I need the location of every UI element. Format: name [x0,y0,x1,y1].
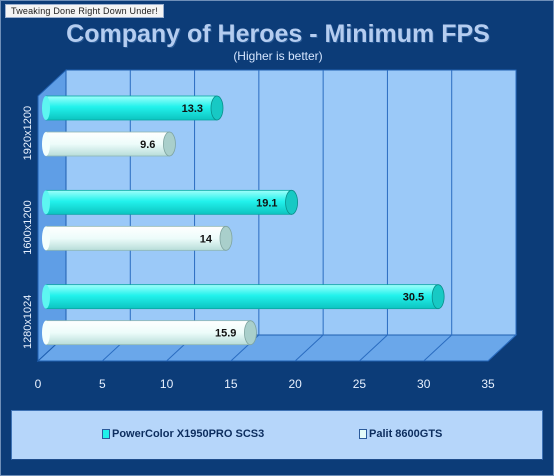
x-tick-label: 35 [481,377,495,391]
bar-end-cap [285,189,298,215]
chart-subtitle: (Higher is better) [233,49,323,63]
bar-end-cap [219,225,233,251]
bar-chart: 0 5 10 15 20 25 30 35 1920x1200 13.3 9.6 1600x1200 1… [22,68,518,391]
category-label: 1600x1200 [22,200,34,254]
bar-start-cap [42,96,50,120]
legend-swatch-series-2 [359,429,367,439]
bar-start-cap [42,320,50,345]
gridline-floor [294,334,324,362]
legend-label-series-2: Palit 8600GTS [369,428,443,440]
bar-end-cap [244,320,257,346]
gridline-floor [359,334,388,362]
bar-start-cap [42,226,50,251]
category-label: 1280x1024 [22,295,34,349]
bar-value-label: 15.9 [215,328,236,340]
category-label: 1920x1200 [22,106,34,160]
x-tick-label: 25 [353,377,367,391]
gridline-floor [487,334,517,362]
chart-title: Company of Heroes - Minimum FPS [66,20,490,48]
bar-start-cap [42,132,50,156]
x-tick-label: 15 [224,377,238,391]
watermark-text: Tweaking Done Right Down Under! [5,4,164,18]
bar-value-label: 13.3 [182,103,203,115]
bar [45,320,251,346]
bar-end-cap [163,131,176,157]
bar-value-label: 14 [200,233,213,245]
x-tick-label: 30 [417,377,431,391]
bar-value-label: 19.1 [256,197,277,209]
legend-label-series-1: PowerColor X1950PRO SCS3 [112,428,265,440]
x-tick-label: 20 [288,377,302,391]
x-tick-label: 0 [35,377,42,391]
bar [45,189,292,215]
bar-value-label: 30.5 [403,292,424,304]
gridline-floor [423,334,453,362]
legend-swatch-series-1 [102,429,110,439]
x-tick-label: 10 [160,377,174,391]
x-tick-label: 5 [99,377,106,391]
bar-start-cap [42,284,50,309]
bar-value-label: 9.6 [140,139,155,151]
legend-item-series-1: PowerColor X1950PRO SCS3 [102,428,264,440]
bar-end-cap [431,284,445,310]
bar-end-cap [210,95,224,121]
legend: PowerColor X1950PRO SCS3 Palit 8600GTS [11,410,543,460]
bar [45,225,227,251]
bar [45,284,439,310]
legend-item-series-2: Palit 8600GTS [359,428,442,440]
bar-start-cap [42,190,50,215]
